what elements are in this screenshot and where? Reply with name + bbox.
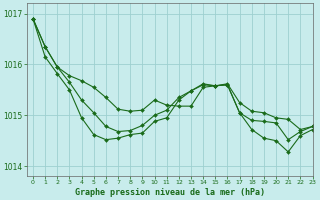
X-axis label: Graphe pression niveau de la mer (hPa): Graphe pression niveau de la mer (hPa) bbox=[75, 188, 265, 197]
